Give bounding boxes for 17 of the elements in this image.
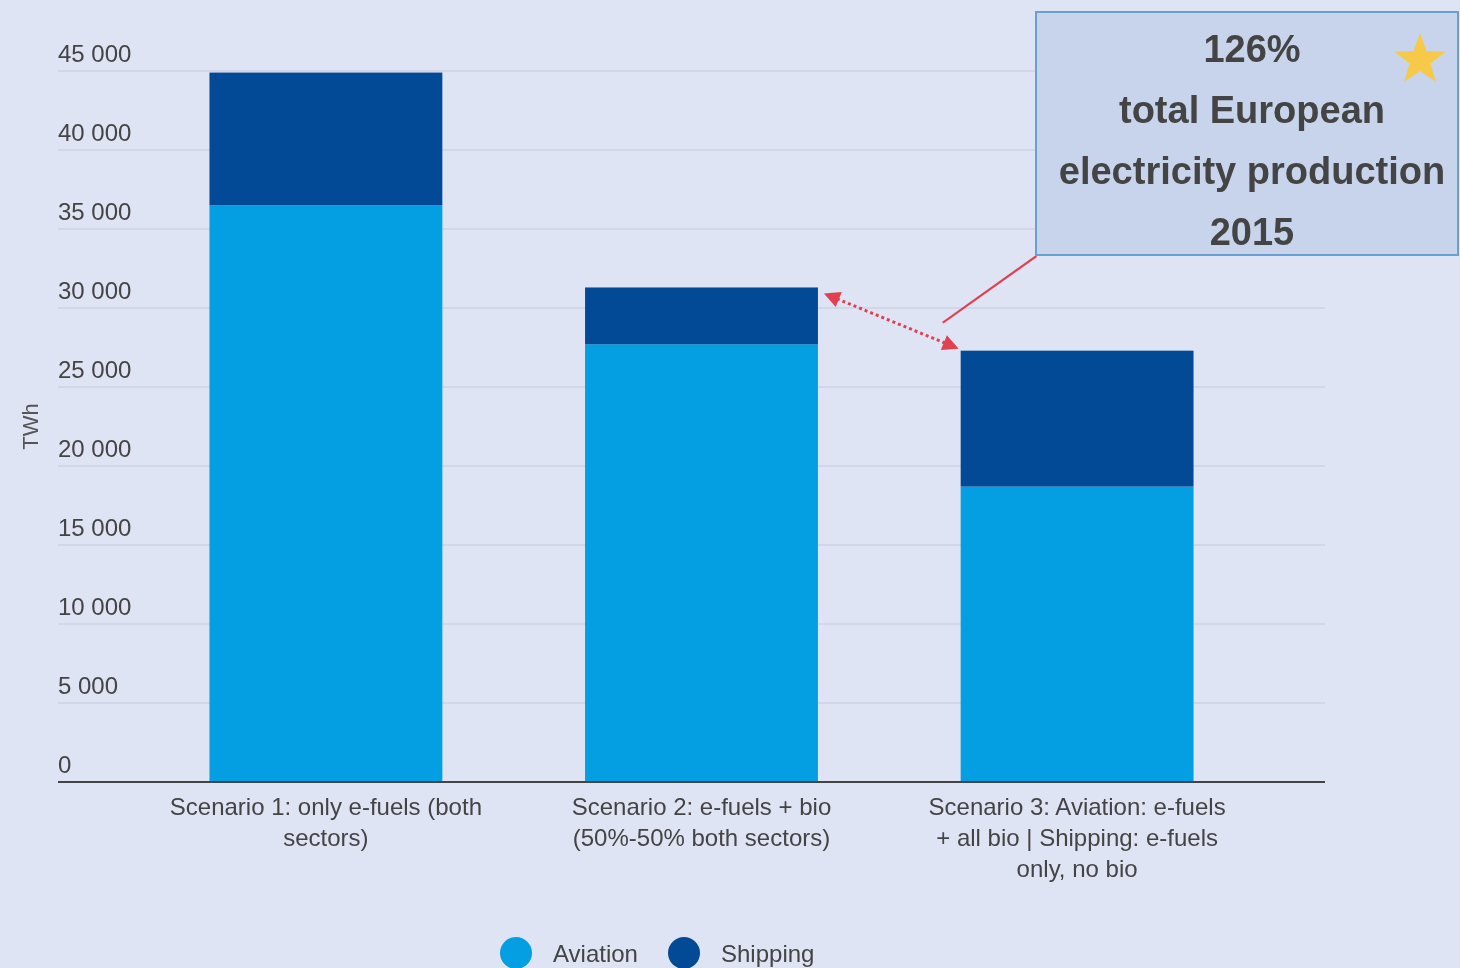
y-tick-label: 5 000 <box>58 672 119 699</box>
x-tick-label: Scenario 3: Aviation: e-fuels + all bio | Shipping: e-fuels only, no bio <box>928 793 1226 882</box>
legend-label: Shipping <box>721 940 815 967</box>
y-tick-label: 40 000 <box>58 119 132 146</box>
y-tick-label: 20 000 <box>58 435 132 462</box>
y-tick-label: 45 000 <box>58 40 132 67</box>
y-tick-label: 0 <box>58 751 72 778</box>
annotation: 126% total European electricity production 2015 <box>1058 28 1446 253</box>
x-tick-label: Scenario 2: e-fuels + bio (50%-50% both sectors) <box>571 793 832 851</box>
y-tick-label: 35 000 <box>58 198 132 225</box>
y-tick-label: 10 000 <box>58 593 132 620</box>
legend-label: Aviation <box>553 940 638 967</box>
y-axis-title: TWh <box>18 403 43 450</box>
y-tick-label: 30 000 <box>58 277 132 304</box>
y-tick-label: 25 000 <box>58 356 132 383</box>
y-tick-label: 15 000 <box>58 514 132 541</box>
x-tick-label: Scenario 1: only e-fuels (both sectors) <box>169 793 482 851</box>
